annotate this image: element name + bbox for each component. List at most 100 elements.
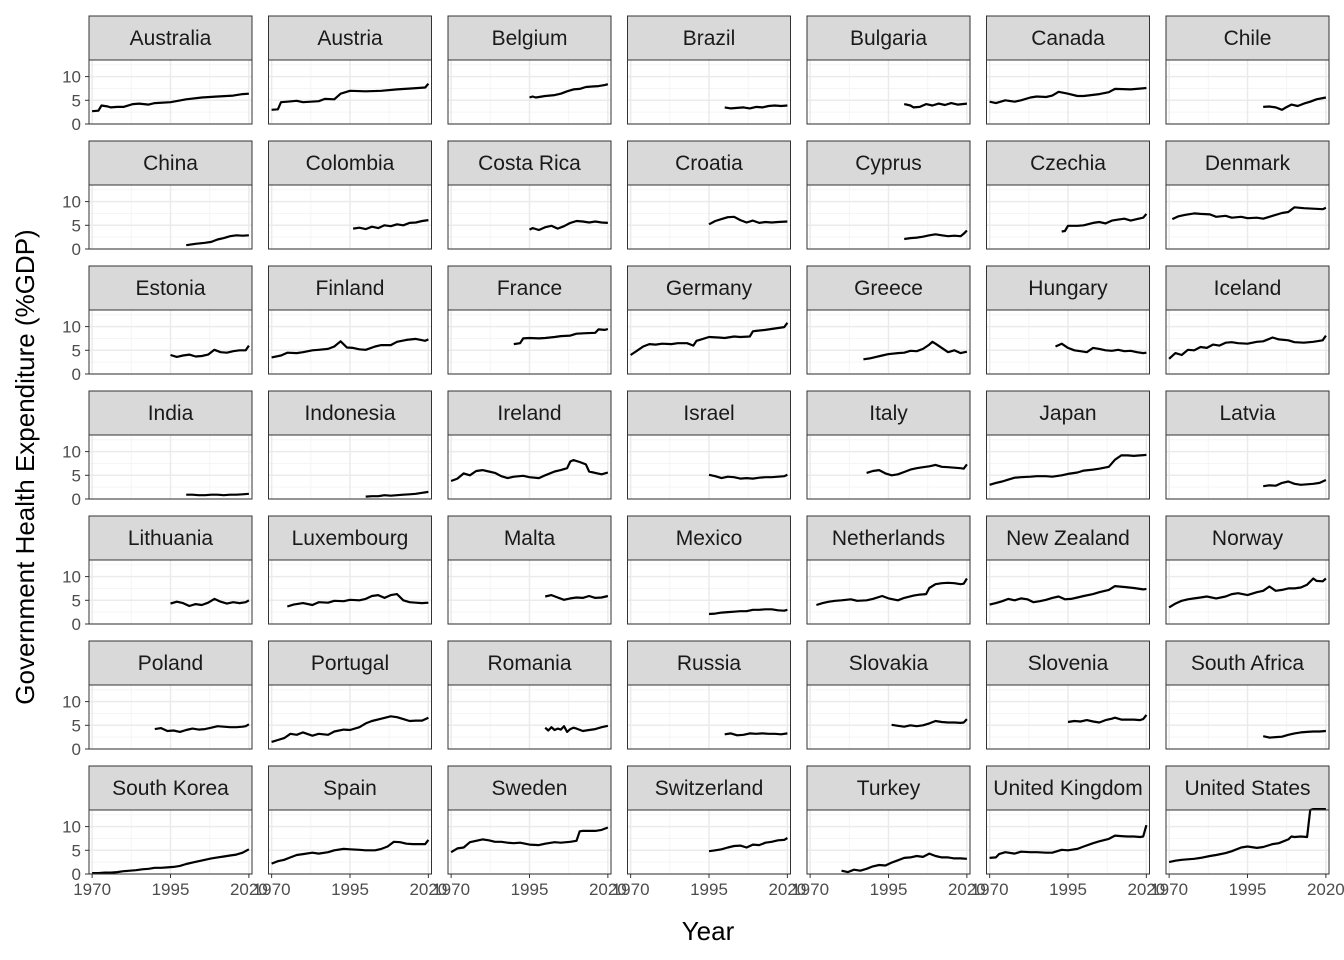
- facet-strip-label: Colombia: [306, 152, 395, 175]
- series-line-japan: [989, 453, 1147, 486]
- panel-border: [1165, 684, 1330, 750]
- facet-strip: [806, 15, 971, 61]
- panel-border: [88, 184, 253, 250]
- facet-strip-label: Finland: [316, 277, 385, 300]
- facet-mexico: Mexico: [627, 515, 791, 625]
- facet-strip-label: Mexico: [676, 527, 743, 550]
- facet-strip: [806, 640, 971, 686]
- facet-italy: Italy: [806, 390, 971, 500]
- series-line-italy: [866, 463, 968, 477]
- panel-border: [447, 684, 612, 750]
- series-line-hungary: [1055, 342, 1147, 355]
- facet-australia: Australia 0 5 10: [62, 15, 253, 134]
- facet-strip: [88, 515, 253, 561]
- facet-turkey: Turkey 1970 1995 2020: [791, 765, 986, 899]
- y-tick-label: 10: [62, 193, 81, 212]
- panel-border: [268, 559, 432, 625]
- facet-strip: [806, 265, 971, 311]
- facet-india: India 0 5 10: [62, 390, 253, 509]
- facet-strip-label: China: [143, 152, 198, 175]
- facet-strip-label: Slovenia: [1028, 652, 1109, 675]
- facet-strip-label: Netherlands: [832, 527, 945, 550]
- facet-strip: [88, 140, 253, 186]
- series-line-slovakia: [891, 718, 968, 728]
- panel-border: [447, 184, 612, 250]
- panel-border: [627, 559, 791, 625]
- series-line-turkey: [841, 852, 967, 874]
- x-tick-label: 2020: [230, 880, 268, 899]
- facet-slovakia: Slovakia: [806, 640, 971, 750]
- series-line-romania: [544, 724, 609, 734]
- series-line-slovenia: [1067, 714, 1148, 724]
- facet-strip-label: Hungary: [1028, 277, 1108, 300]
- facet-strip-label: Cyprus: [855, 152, 922, 175]
- panel-border: [986, 434, 1150, 500]
- facet-strip-label: United States: [1184, 777, 1310, 800]
- series-line-south-korea: [92, 848, 250, 875]
- facet-iceland: Iceland: [1165, 265, 1330, 375]
- y-tick-label: 5: [72, 466, 81, 485]
- x-tick-label: 2020: [589, 880, 627, 899]
- y-axis-title: Government Health Expenditure (%GDP): [10, 229, 40, 704]
- x-tick-label: 2020: [768, 880, 806, 899]
- facet-strip: [88, 765, 253, 811]
- facet-indonesia: Indonesia: [268, 390, 432, 500]
- facet-croatia: Croatia: [627, 140, 791, 250]
- y-tick-label: 0: [72, 115, 81, 134]
- facet-portugal: Portugal: [268, 640, 432, 750]
- x-tick-label: 1970: [432, 880, 470, 899]
- series-line-colombia: [352, 219, 429, 231]
- facet-austria: Austria: [268, 15, 432, 125]
- facet-romania: Romania: [447, 640, 612, 750]
- facet-estonia: Estonia 0 5 10: [62, 265, 253, 384]
- facet-strip-label: Norway: [1212, 527, 1284, 550]
- series-line-china: [186, 234, 249, 247]
- series-line-croatia: [708, 215, 788, 226]
- facet-strip: [1165, 765, 1330, 811]
- y-tick-label: 5: [72, 341, 81, 360]
- series-line-brazil: [724, 104, 788, 110]
- facet-norway: Norway: [1165, 515, 1330, 625]
- panel-border: [268, 184, 432, 250]
- series-line-switzerland: [708, 837, 788, 853]
- facet-strip: [627, 390, 791, 436]
- facet-slovenia: Slovenia: [986, 640, 1150, 750]
- facet-strip-label: Croatia: [675, 152, 743, 175]
- series-line-bulgaria: [903, 101, 968, 109]
- facet-strip: [986, 140, 1150, 186]
- facet-poland: Poland 0 5 10: [62, 640, 253, 759]
- x-tick-label: 1995: [1049, 880, 1087, 899]
- series-line-iceland: [1168, 334, 1327, 360]
- facet-strip-label: Latvia: [1219, 402, 1275, 425]
- series-line-indonesia: [365, 490, 429, 498]
- panel-border: [986, 59, 1150, 125]
- facet-strip: [986, 15, 1150, 61]
- panel-border: [627, 434, 791, 500]
- facet-strip-label: Poland: [138, 652, 203, 675]
- series-line-lithuania: [170, 597, 250, 608]
- facet-spain: Spain 1970 1995 2020: [253, 765, 447, 899]
- series-line-south-africa: [1262, 729, 1326, 739]
- facet-strip: [627, 265, 791, 311]
- facet-strip: [986, 390, 1150, 436]
- facet-strip: [627, 515, 791, 561]
- facet-strip-label: Estonia: [135, 277, 205, 300]
- facet-strip-label: Luxembourg: [292, 527, 409, 550]
- facet-strip: [268, 515, 432, 561]
- y-tick-label: 0: [72, 240, 81, 259]
- panel-border: [1165, 59, 1330, 125]
- series-line-cyprus: [904, 229, 968, 241]
- series-line-new-zealand: [989, 584, 1147, 606]
- facet-strip-label: Japan: [1039, 402, 1096, 425]
- series-line-india: [186, 492, 249, 497]
- facet-strip-label: Bulgaria: [850, 27, 927, 50]
- y-tick-label: 5: [72, 841, 81, 860]
- facet-new-zealand: New Zealand: [986, 515, 1150, 625]
- facet-ireland: Ireland: [447, 390, 612, 500]
- facet-south-korea: South Korea 0 5 10 1970 1995 2020: [62, 765, 268, 899]
- facet-sweden: Sweden 1970 1995 2020: [432, 765, 627, 899]
- x-tick-label: 1970: [971, 880, 1009, 899]
- panel-border: [806, 434, 971, 500]
- facet-panels: Australia 0 5 10 Austria Belgium Brazil Bulgari…: [62, 15, 1344, 899]
- facet-strip: [1165, 140, 1330, 186]
